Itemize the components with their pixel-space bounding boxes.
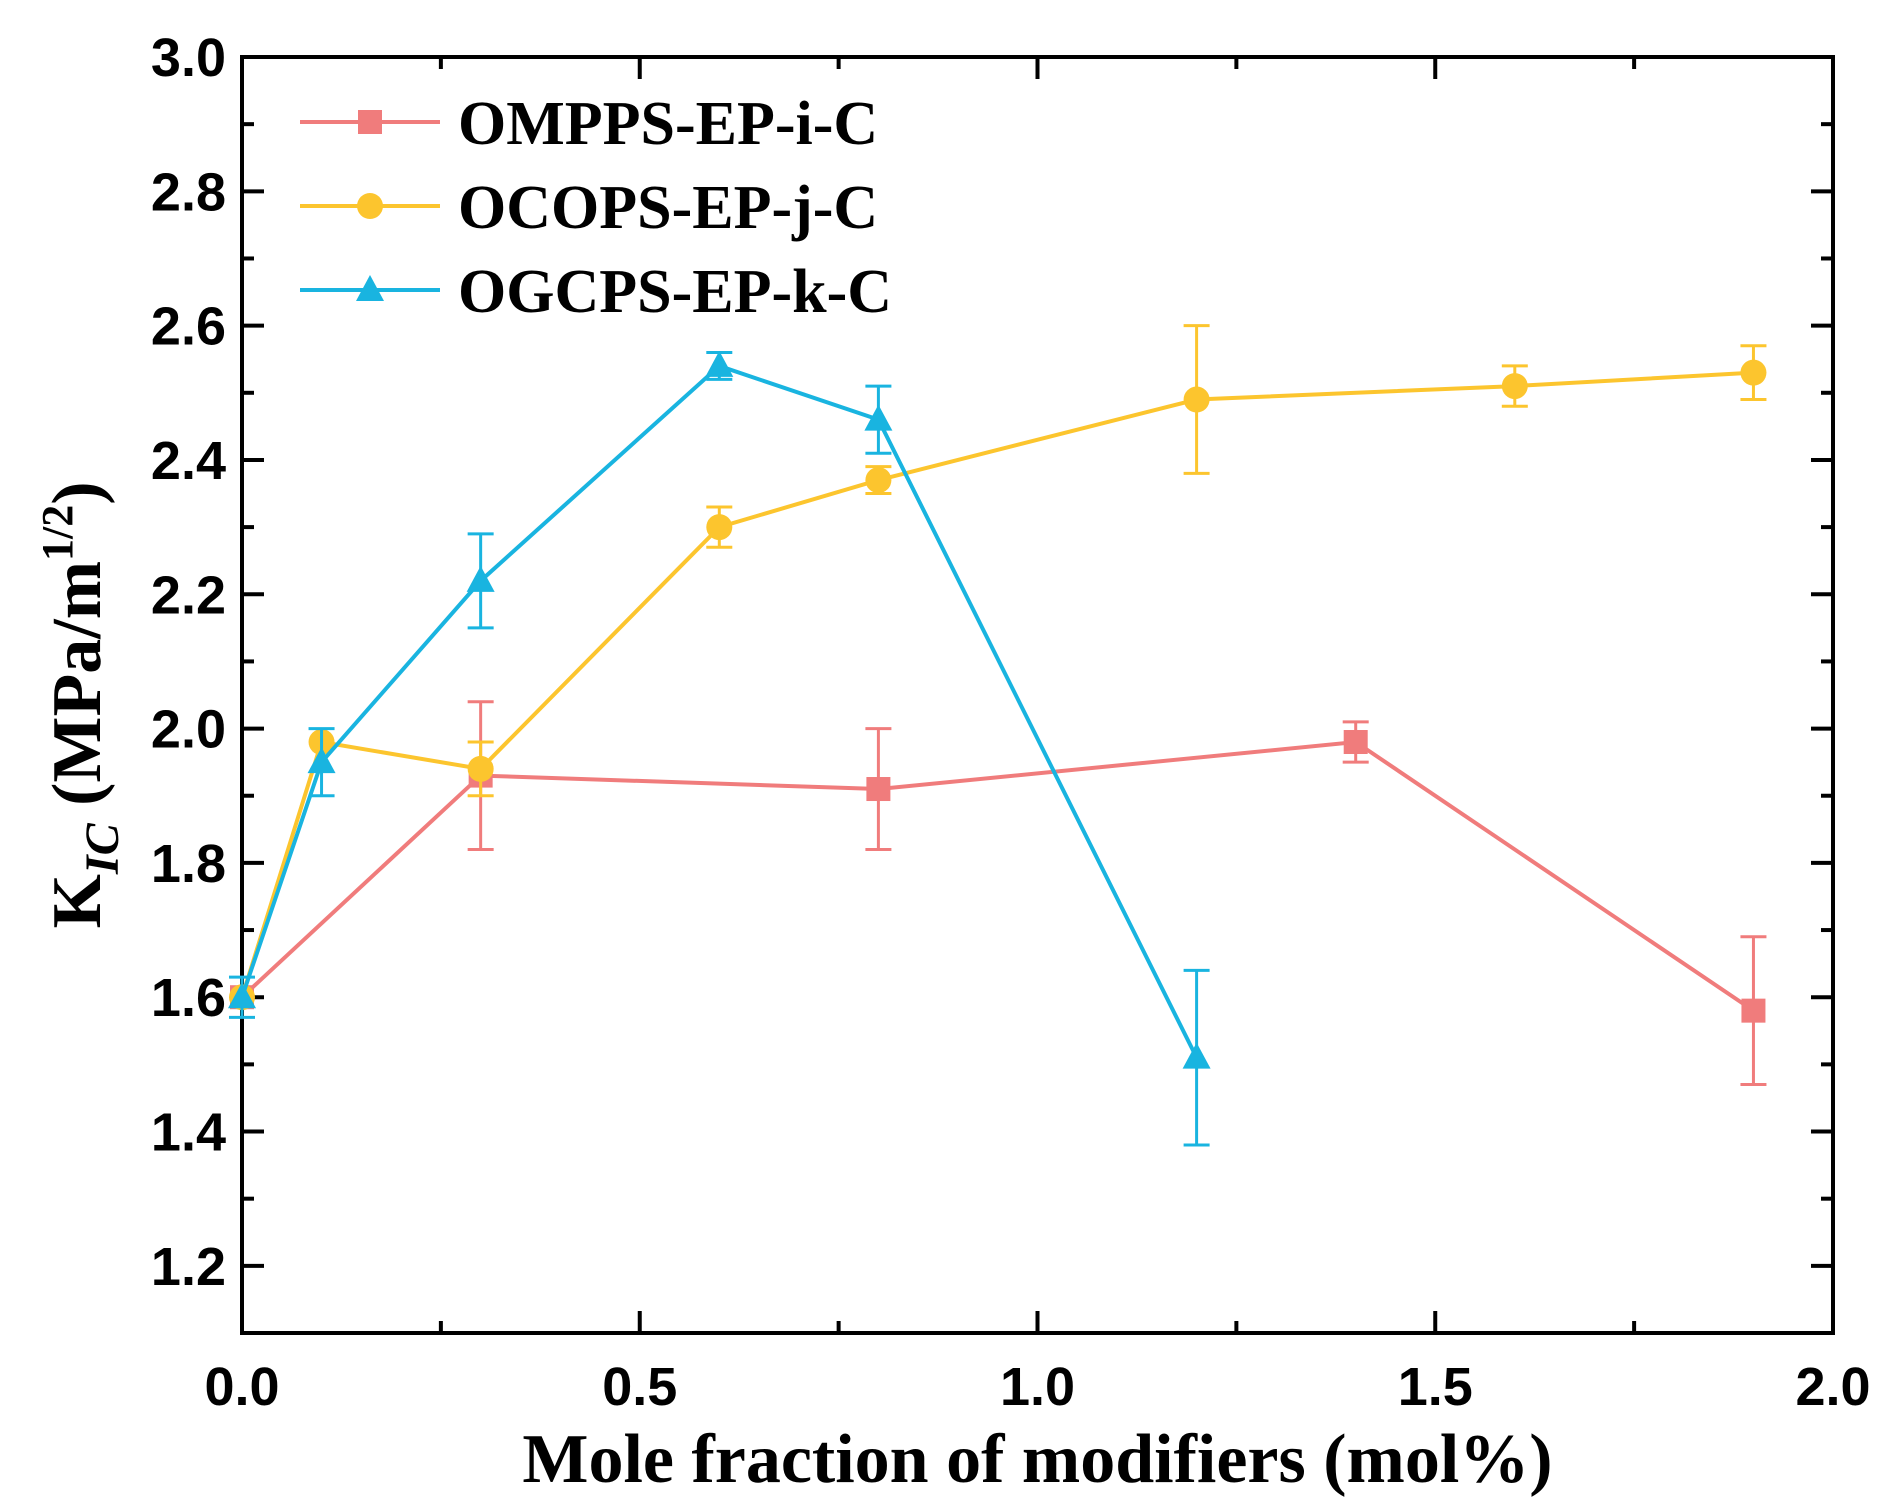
data-point <box>307 747 336 774</box>
data-point <box>864 404 893 431</box>
legend-marker <box>357 193 383 219</box>
x-axis-title: Mole fraction of modifiers (mol%) <box>522 1421 1552 1498</box>
y-tick-label: 1.6 <box>151 968 226 1028</box>
y-axis-title: KIC (MPa/m1/2) <box>33 481 129 928</box>
y-tick-label: 2.6 <box>151 297 226 357</box>
y-axis-title-close: ) <box>39 481 116 504</box>
x-tick-label: 0.5 <box>602 1357 677 1417</box>
data-point <box>1741 998 1766 1023</box>
legend-label: OCOPS-EP-j-C <box>458 174 878 242</box>
data-point <box>706 514 733 541</box>
series-1 <box>230 700 1767 1087</box>
x-tick-label: 1.0 <box>1000 1357 1075 1417</box>
y-tick-label: 2.8 <box>151 162 226 222</box>
plot-frame <box>240 55 1835 1335</box>
y-axis-title-main: K <box>39 874 116 928</box>
legend-marker <box>358 110 382 134</box>
data-point <box>865 467 892 494</box>
y-axis-title-sub: IC <box>76 822 129 875</box>
y-tick-label: 3.0 <box>151 28 226 88</box>
legend-label: OGCPS-EP-k-C <box>458 258 892 326</box>
y-tick-label: 2.0 <box>151 700 226 760</box>
y-tick-label: 1.4 <box>151 1103 226 1163</box>
legend: OMPPS-EP-i-C OCOPS-EP-j-C OGCPS-EP-k-C <box>300 90 892 326</box>
data-point <box>705 350 734 377</box>
legend-marker <box>356 275 384 301</box>
x-tick-label: 0.0 <box>204 1357 279 1417</box>
data-point <box>466 565 495 592</box>
data-point <box>866 777 891 802</box>
ticks: 0.0 0.5 1.0 1.5 2.0 1.2 1.4 1.6 1.8 2.0 2.2 2.4 2.6 2… <box>151 28 1871 1417</box>
y-tick-label: 1.2 <box>151 1237 226 1297</box>
y-tick-label: 2.2 <box>151 565 226 625</box>
series-3 <box>228 350 1211 1147</box>
x-tick-label: 1.5 <box>1398 1357 1473 1417</box>
y-tick-label: 2.4 <box>151 431 226 491</box>
data-point <box>1343 730 1368 755</box>
data-point <box>1501 373 1528 400</box>
series-layer <box>228 324 1767 1147</box>
series-2 <box>229 324 1767 1011</box>
axes <box>240 55 1835 1335</box>
data-point <box>467 755 494 782</box>
series-line <box>240 370 1754 998</box>
data-point <box>1183 386 1210 413</box>
legend-label: OMPPS-EP-i-C <box>458 90 878 158</box>
x-tick-label: 2.0 <box>1795 1357 1870 1417</box>
series-line <box>240 363 1199 1059</box>
data-point <box>228 982 256 1009</box>
y-tick-label: 1.8 <box>151 834 226 894</box>
y-axis-title-unit: (MPa/m <box>39 561 116 823</box>
y-axis-title-sup: 1/2 <box>33 505 82 561</box>
data-point <box>1182 1042 1211 1069</box>
data-point <box>1740 359 1767 386</box>
